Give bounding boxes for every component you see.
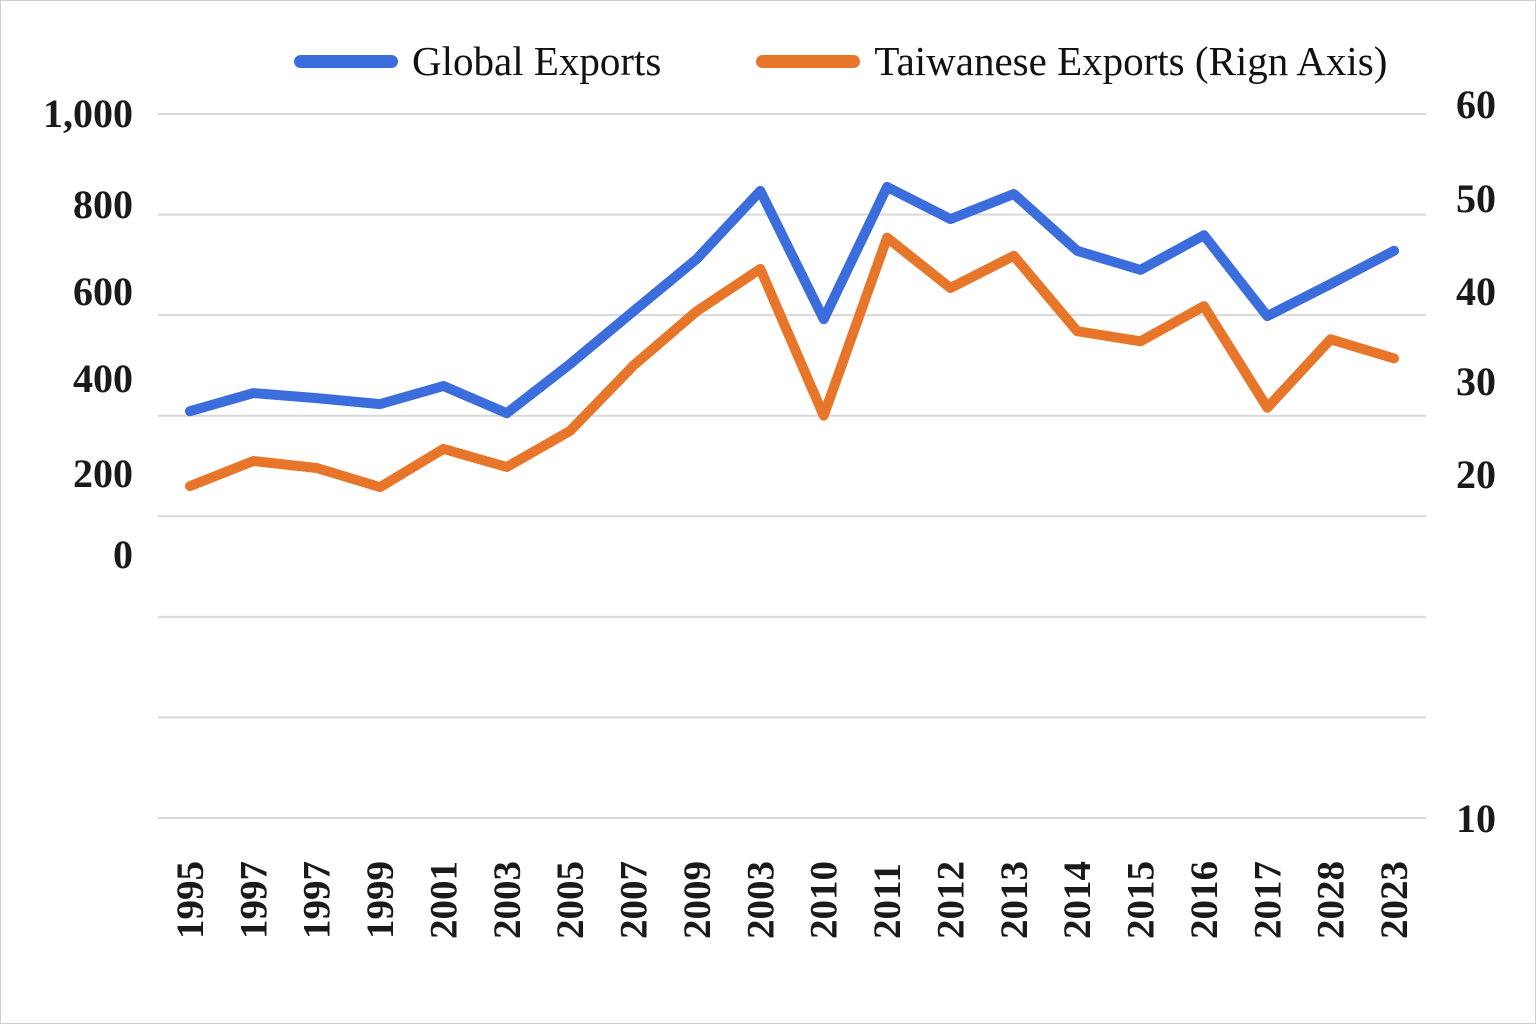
- right-axis-tick: 60: [1456, 82, 1496, 127]
- x-axis-tick: 2007: [613, 861, 656, 939]
- legend-item-global-exports: Global Exports: [294, 37, 661, 85]
- chart-legend: Global Exports Taiwanese Exports (Rign A…: [294, 37, 1387, 85]
- x-axis-tick: 2003: [486, 861, 529, 939]
- x-axis-tick: 2015: [1120, 861, 1163, 939]
- x-axis-tick-labels: 1995 1997 1997 1999 2001 2003 2005 2007 2009 2003…: [169, 861, 1416, 939]
- right-axis-tick: 40: [1456, 269, 1496, 314]
- x-axis-tick: 1997: [296, 861, 339, 939]
- left-axis-tick: 1,000: [43, 91, 133, 136]
- x-axis-tick: 2010: [803, 861, 846, 939]
- x-axis-tick: 2014: [1056, 861, 1099, 939]
- left-axis-tick: 400: [73, 356, 133, 401]
- legend-label: Taiwanese Exports (Rign Axis): [874, 38, 1388, 84]
- taiwanese-exports-line: [185, 232, 1399, 493]
- x-axis-tick: 2023: [1373, 861, 1416, 939]
- gridlines: [158, 113, 1426, 819]
- x-axis-tick: 2003: [739, 861, 782, 939]
- x-axis-tick: 2012: [929, 861, 972, 939]
- x-axis-tick: 1997: [232, 861, 275, 939]
- x-axis-tick: 2001: [422, 861, 465, 939]
- right-axis-tick: 50: [1456, 176, 1496, 221]
- left-axis-tick-labels: 1,000 800 600 400 200 0: [43, 91, 133, 577]
- left-axis-tick: 0: [113, 532, 133, 577]
- left-axis-tick: 600: [73, 269, 133, 314]
- taiwanese-exports-swatch-icon: [756, 54, 861, 68]
- right-axis-tick: 10: [1456, 796, 1496, 841]
- x-axis-tick: 2017: [1246, 861, 1289, 939]
- right-axis-tick: 20: [1456, 452, 1496, 497]
- x-axis-tick: 2028: [1310, 861, 1353, 939]
- x-axis-tick: 1999: [359, 861, 402, 939]
- legend-label: Global Exports: [412, 38, 662, 84]
- global-exports-swatch-icon: [294, 54, 398, 68]
- right-axis-tick: 30: [1456, 359, 1496, 404]
- left-axis-tick: 200: [73, 451, 133, 496]
- global-exports-line: [185, 181, 1399, 419]
- x-axis-tick: 2013: [993, 861, 1036, 939]
- left-axis-tick: 800: [73, 182, 133, 227]
- x-axis-tick: 2005: [549, 861, 592, 939]
- x-axis-tick: 2009: [676, 861, 719, 939]
- legend-item-taiwanese-exports: Taiwanese Exports (Rign Axis): [756, 37, 1387, 85]
- x-axis-tick: 2011: [866, 863, 909, 939]
- x-axis-tick: 2016: [1183, 861, 1226, 939]
- right-axis-tick-labels: 60 50 40 30 20 10: [1456, 82, 1496, 841]
- x-axis-tick: 1995: [169, 861, 212, 939]
